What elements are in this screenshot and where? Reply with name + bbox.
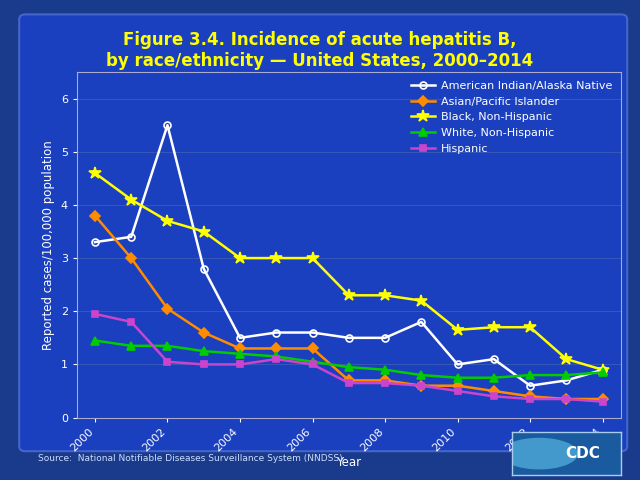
Black, Non-Hispanic: [236, 255, 244, 261]
American Indian/Alaska Native: [273, 330, 280, 336]
Hispanic: [417, 383, 425, 389]
American Indian/Alaska Native: [599, 367, 607, 372]
Hispanic: [454, 388, 461, 394]
Hispanic: [127, 319, 135, 325]
Black, Non-Hispanic: [599, 367, 607, 372]
American Indian/Alaska Native: [454, 361, 461, 367]
American Indian/Alaska Native: [236, 335, 244, 341]
Black, Non-Hispanic: [454, 327, 461, 333]
American Indian/Alaska Native: [308, 330, 316, 336]
American Indian/Alaska Native: [200, 266, 207, 272]
Hispanic: [91, 311, 99, 317]
Hispanic: [236, 361, 244, 367]
Black, Non-Hispanic: [91, 170, 99, 176]
Line: American Indian/Alaska Native: American Indian/Alaska Native: [92, 122, 606, 389]
Line: White, Non-Hispanic: White, Non-Hispanic: [91, 336, 607, 382]
Black, Non-Hispanic: [273, 255, 280, 261]
Black, Non-Hispanic: [417, 298, 425, 303]
Hispanic: [164, 359, 172, 365]
Asian/Pacific Islander: [381, 377, 389, 383]
Asian/Pacific Islander: [164, 306, 172, 312]
Text: Figure 3.4. Incidence of acute hepatitis B,
by race/ethnicity — United States, 2: Figure 3.4. Incidence of acute hepatitis…: [106, 31, 534, 70]
Legend: American Indian/Alaska Native, Asian/Pacific Islander, Black, Non-Hispanic, Whit: American Indian/Alaska Native, Asian/Pac…: [407, 78, 615, 157]
White, Non-Hispanic: [200, 348, 207, 354]
Hispanic: [200, 361, 207, 367]
White, Non-Hispanic: [526, 372, 534, 378]
Asian/Pacific Islander: [236, 346, 244, 351]
Black, Non-Hispanic: [127, 197, 135, 203]
Hispanic: [273, 356, 280, 362]
Black, Non-Hispanic: [490, 324, 498, 330]
Asian/Pacific Islander: [345, 377, 353, 383]
Hispanic: [563, 396, 570, 402]
Asian/Pacific Islander: [273, 346, 280, 351]
American Indian/Alaska Native: [563, 377, 570, 383]
Line: Hispanic: Hispanic: [92, 311, 606, 405]
Hispanic: [308, 361, 316, 367]
Asian/Pacific Islander: [127, 255, 135, 261]
American Indian/Alaska Native: [526, 383, 534, 389]
Black, Non-Hispanic: [164, 218, 172, 224]
White, Non-Hispanic: [454, 375, 461, 381]
Hispanic: [490, 394, 498, 399]
Black, Non-Hispanic: [563, 356, 570, 362]
Text: Source:  National Notifiable Diseases Surveillance System (NNDSS): Source: National Notifiable Diseases Sur…: [38, 454, 343, 463]
Asian/Pacific Islander: [490, 388, 498, 394]
Circle shape: [501, 439, 577, 468]
Asian/Pacific Islander: [526, 394, 534, 399]
Hispanic: [381, 380, 389, 386]
Asian/Pacific Islander: [417, 383, 425, 389]
American Indian/Alaska Native: [127, 234, 135, 240]
White, Non-Hispanic: [91, 337, 99, 343]
White, Non-Hispanic: [563, 372, 570, 378]
Hispanic: [526, 396, 534, 402]
White, Non-Hispanic: [381, 367, 389, 372]
White, Non-Hispanic: [345, 364, 353, 370]
White, Non-Hispanic: [127, 343, 135, 348]
White, Non-Hispanic: [164, 343, 172, 348]
Asian/Pacific Islander: [454, 383, 461, 389]
Black, Non-Hispanic: [200, 228, 207, 234]
White, Non-Hispanic: [236, 351, 244, 357]
Asian/Pacific Islander: [599, 396, 607, 402]
Hispanic: [345, 380, 353, 386]
Asian/Pacific Islander: [308, 346, 316, 351]
Y-axis label: Reported cases/100,000 population: Reported cases/100,000 population: [42, 140, 55, 349]
American Indian/Alaska Native: [381, 335, 389, 341]
Asian/Pacific Islander: [563, 396, 570, 402]
Black, Non-Hispanic: [381, 292, 389, 298]
Line: Asian/Pacific Islander: Asian/Pacific Islander: [92, 212, 606, 402]
Asian/Pacific Islander: [200, 330, 207, 336]
X-axis label: Year: Year: [336, 456, 362, 469]
White, Non-Hispanic: [417, 372, 425, 378]
Asian/Pacific Islander: [91, 213, 99, 218]
American Indian/Alaska Native: [91, 239, 99, 245]
Black, Non-Hispanic: [345, 292, 353, 298]
American Indian/Alaska Native: [345, 335, 353, 341]
Hispanic: [599, 399, 607, 405]
White, Non-Hispanic: [599, 370, 607, 375]
American Indian/Alaska Native: [417, 319, 425, 325]
White, Non-Hispanic: [273, 354, 280, 360]
Black, Non-Hispanic: [308, 255, 316, 261]
Text: CDC: CDC: [565, 446, 600, 461]
White, Non-Hispanic: [490, 375, 498, 381]
White, Non-Hispanic: [308, 359, 316, 365]
American Indian/Alaska Native: [164, 122, 172, 128]
Black, Non-Hispanic: [526, 324, 534, 330]
Line: Black, Non-Hispanic: Black, Non-Hispanic: [89, 167, 609, 376]
American Indian/Alaska Native: [490, 356, 498, 362]
